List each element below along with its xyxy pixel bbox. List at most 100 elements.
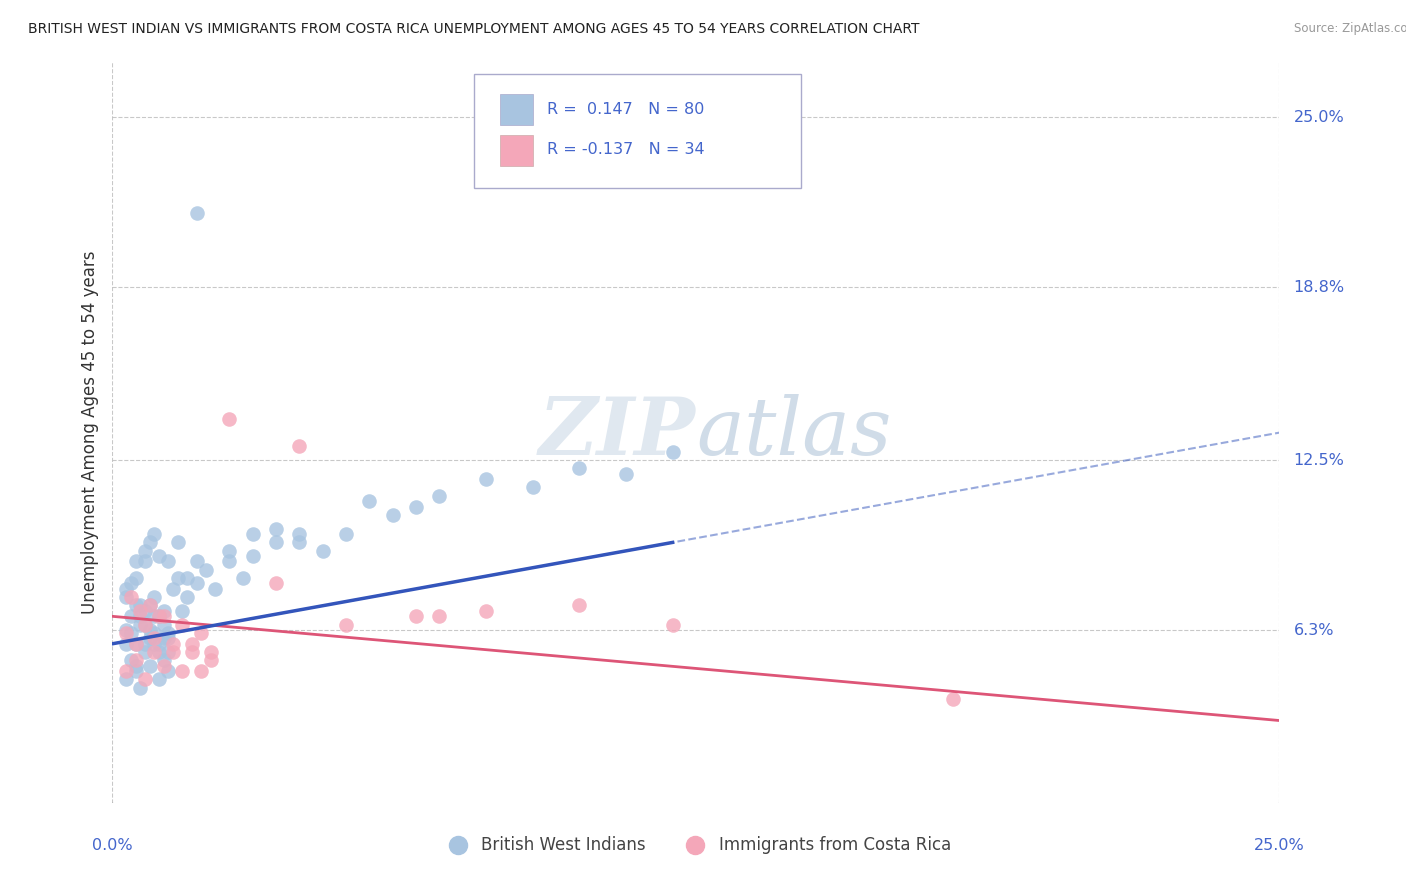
- Text: 25.0%: 25.0%: [1254, 838, 1305, 854]
- Point: [153, 609, 176, 624]
- Text: R =  0.147   N = 80: R = 0.147 N = 80: [547, 102, 704, 117]
- Point: [311, 543, 333, 558]
- Point: [204, 582, 226, 596]
- Point: [288, 527, 311, 541]
- Point: [143, 609, 166, 624]
- Point: [186, 576, 208, 591]
- Point: [162, 582, 184, 596]
- Point: [129, 604, 152, 618]
- Point: [288, 535, 311, 549]
- Point: [143, 625, 166, 640]
- Point: [172, 664, 194, 678]
- Point: [200, 653, 222, 667]
- Point: [143, 632, 166, 646]
- Point: [134, 617, 156, 632]
- Point: [242, 549, 264, 563]
- Point: [125, 653, 148, 667]
- Point: [139, 599, 162, 613]
- Point: [614, 467, 637, 481]
- FancyBboxPatch shape: [501, 135, 533, 166]
- Point: [129, 617, 152, 632]
- Point: [125, 637, 148, 651]
- Point: [134, 604, 156, 618]
- Point: [139, 623, 162, 637]
- Point: [405, 609, 427, 624]
- Text: R = -0.137   N = 34: R = -0.137 N = 34: [547, 143, 704, 157]
- Y-axis label: Unemployment Among Ages 45 to 54 years: Unemployment Among Ages 45 to 54 years: [80, 251, 98, 615]
- Point: [194, 563, 217, 577]
- Text: 25.0%: 25.0%: [1294, 110, 1344, 125]
- Point: [522, 480, 544, 494]
- Point: [475, 604, 498, 618]
- Point: [157, 625, 180, 640]
- Point: [264, 576, 287, 591]
- Text: ZIP: ZIP: [538, 394, 696, 471]
- Point: [115, 590, 138, 604]
- Text: BRITISH WEST INDIAN VS IMMIGRANTS FROM COSTA RICA UNEMPLOYMENT AMONG AGES 45 TO : BRITISH WEST INDIAN VS IMMIGRANTS FROM C…: [28, 22, 920, 37]
- Point: [335, 617, 357, 632]
- Point: [190, 625, 212, 640]
- Point: [143, 590, 166, 604]
- Point: [125, 637, 148, 651]
- Point: [139, 535, 162, 549]
- Point: [186, 206, 208, 220]
- Point: [186, 554, 208, 568]
- FancyBboxPatch shape: [501, 95, 533, 126]
- Point: [153, 604, 176, 618]
- Legend: British West Indians, Immigrants from Costa Rica: British West Indians, Immigrants from Co…: [434, 830, 957, 861]
- Point: [134, 673, 156, 687]
- Point: [148, 609, 170, 624]
- Point: [405, 500, 427, 514]
- Point: [157, 664, 180, 678]
- Point: [125, 664, 148, 678]
- Text: 0.0%: 0.0%: [93, 838, 132, 854]
- Point: [148, 645, 170, 659]
- Point: [176, 571, 198, 585]
- Point: [242, 527, 264, 541]
- Point: [115, 623, 138, 637]
- Point: [115, 625, 138, 640]
- Point: [264, 522, 287, 536]
- Point: [475, 472, 498, 486]
- Point: [125, 554, 148, 568]
- Point: [120, 576, 142, 591]
- Point: [180, 645, 202, 659]
- Point: [125, 599, 148, 613]
- Point: [180, 637, 202, 651]
- Point: [359, 494, 381, 508]
- Point: [157, 554, 180, 568]
- Point: [942, 691, 965, 706]
- Point: [157, 632, 180, 646]
- Point: [115, 582, 138, 596]
- FancyBboxPatch shape: [474, 73, 801, 188]
- Point: [190, 664, 212, 678]
- Point: [288, 439, 311, 453]
- Point: [153, 658, 176, 673]
- Point: [166, 571, 188, 585]
- Point: [162, 645, 184, 659]
- Point: [218, 543, 240, 558]
- Text: Source: ZipAtlas.com: Source: ZipAtlas.com: [1294, 22, 1406, 36]
- Point: [568, 461, 591, 475]
- Point: [125, 658, 148, 673]
- Point: [134, 637, 156, 651]
- Point: [148, 673, 170, 687]
- Point: [120, 590, 142, 604]
- Text: 6.3%: 6.3%: [1294, 623, 1334, 638]
- Point: [148, 609, 170, 624]
- Point: [134, 554, 156, 568]
- Point: [200, 645, 222, 659]
- Point: [218, 554, 240, 568]
- Point: [162, 637, 184, 651]
- Point: [172, 604, 194, 618]
- Point: [157, 645, 180, 659]
- Point: [129, 599, 152, 613]
- Point: [125, 571, 148, 585]
- Point: [148, 549, 170, 563]
- Point: [264, 535, 287, 549]
- Point: [134, 645, 156, 659]
- Point: [143, 637, 166, 651]
- Text: 18.8%: 18.8%: [1294, 280, 1344, 294]
- Point: [427, 609, 450, 624]
- Point: [166, 535, 188, 549]
